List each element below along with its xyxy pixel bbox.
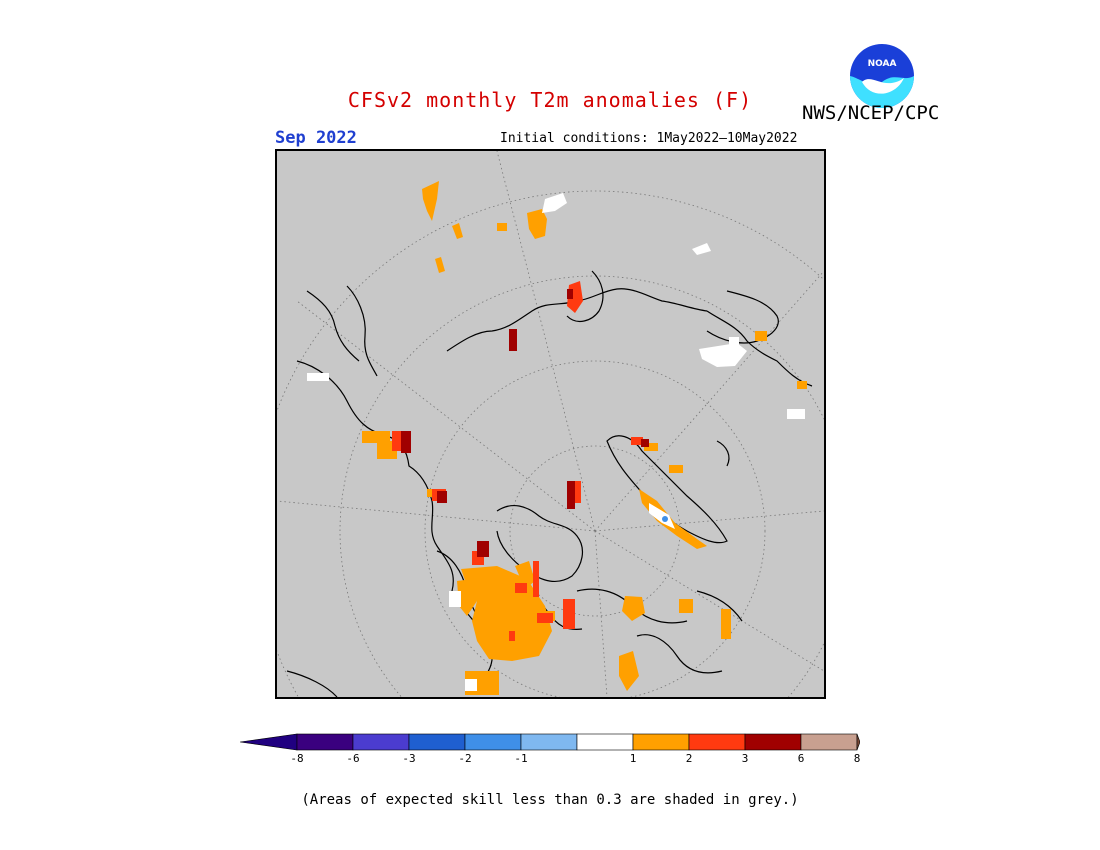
- colorbar: [239, 732, 861, 756]
- logo-text: NOAA: [868, 59, 897, 69]
- meridians: [277, 151, 824, 697]
- colorbar-bin-4: [520, 733, 578, 751]
- noaa-logo: NOAA: [848, 42, 916, 114]
- colorbar-bin-5: [576, 733, 634, 751]
- skill-footnote: (Areas of expected skill less than 0.3 a…: [301, 792, 799, 808]
- colorbar-bin-7: [688, 733, 746, 751]
- colorbar-bin-3: [464, 733, 522, 751]
- colorbar-bin-1: [352, 733, 410, 751]
- org-label: NWS/NCEP/CPC: [802, 102, 940, 124]
- colorbar-svg: [239, 733, 861, 751]
- map-canvas: [277, 151, 824, 697]
- colorbar-tick-label: 3: [741, 752, 749, 765]
- colorbar-bin-8: [744, 733, 802, 751]
- colorbar-bin-6: [632, 733, 690, 751]
- colorbar-high-arrow: [856, 733, 861, 751]
- colorbar-bin-2: [408, 733, 466, 751]
- colorbar-tick-label: -1: [514, 752, 528, 765]
- colorbar-tick-label: -8: [290, 752, 304, 765]
- colorbar-tick-label: 6: [797, 752, 805, 765]
- colorbar-tick-label: -3: [402, 752, 416, 765]
- colorbar-ticks: -8 -6 -3 -2 -1 1 2 3 6 8: [240, 752, 860, 772]
- colorbar-tick-label: -2: [458, 752, 472, 765]
- colorbar-tick-label: 8: [853, 752, 861, 765]
- colorbar-bin-0: [296, 733, 354, 751]
- anomaly-patches: [307, 181, 807, 695]
- colorbar-low-arrow: [239, 733, 298, 751]
- colorbar-tick-label: -6: [346, 752, 360, 765]
- colorbar-bin-9: [800, 733, 858, 751]
- valid-month: Sep 2022: [275, 128, 357, 148]
- colorbar-tick-label: 1: [629, 752, 637, 765]
- polar-map: [275, 149, 826, 699]
- colorbar-tick-label: 2: [685, 752, 693, 765]
- initial-conditions: Initial conditions: 1May2022—10May2022: [500, 131, 798, 146]
- map-title: CFSv2 monthly T2m anomalies (F): [347, 88, 753, 112]
